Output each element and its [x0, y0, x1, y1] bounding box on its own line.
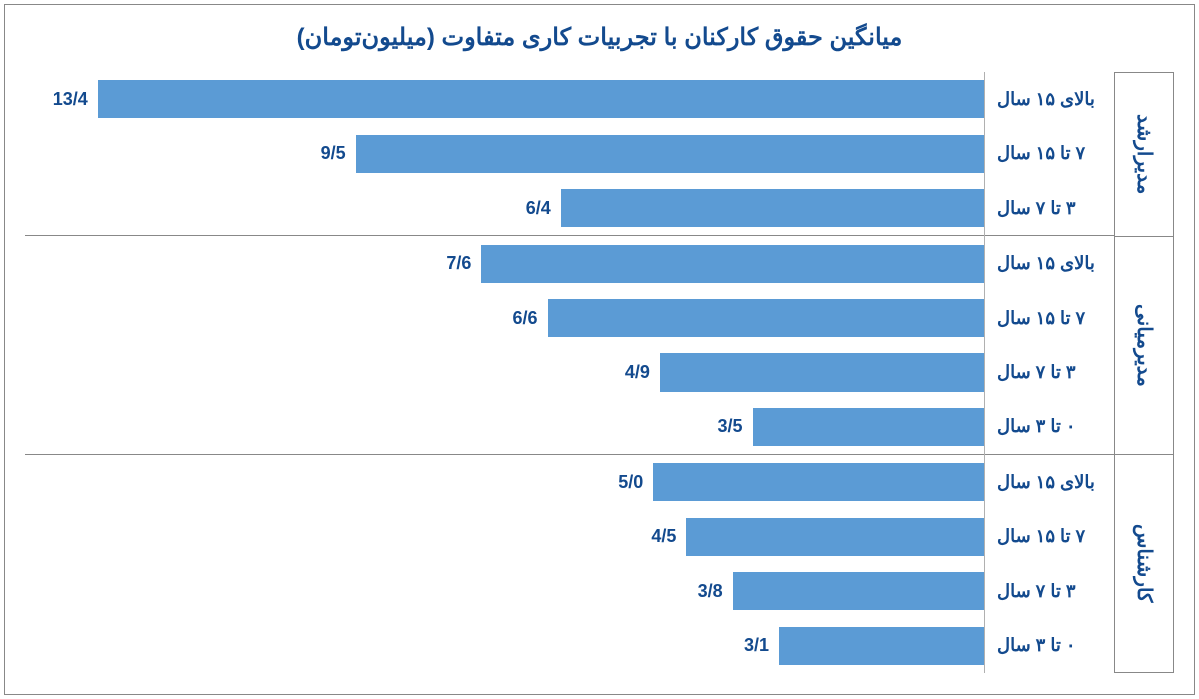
row-label: بالای ۱۵ سال	[985, 454, 1114, 509]
bar	[686, 518, 984, 556]
bar-value: 5/0	[618, 472, 643, 493]
bar	[660, 353, 984, 391]
row-label: ۷ تا ۱۵ سال	[985, 510, 1114, 564]
group-label: مدیرمیانی	[1132, 304, 1156, 387]
row-label: ۳ تا ۷ سال	[985, 345, 1114, 399]
group-label: کارشناس	[1132, 524, 1156, 603]
row-label: بالای ۱۵ سال	[985, 72, 1114, 126]
row-label: ۰ تا ۳ سال	[985, 400, 1114, 454]
chart-container: میانگین حقوق کارکنان با تجربیات کاری متف…	[4, 4, 1195, 695]
bar-row: 5/0	[25, 454, 984, 509]
bar-value: 6/4	[526, 198, 551, 219]
bar	[356, 135, 984, 173]
chart-body: مدیرارشدمدیرمیانیکارشناس بالای ۱۵ سال۷ ت…	[25, 72, 1174, 673]
bar-value: 6/6	[512, 308, 537, 329]
bar-row: 13/4	[25, 72, 984, 126]
group-block: کارشناس	[1114, 454, 1174, 673]
group-block: مدیرارشد	[1114, 72, 1174, 236]
group-label: مدیرارشد	[1132, 114, 1156, 194]
bar-value: 4/9	[625, 362, 650, 383]
bar-row: 6/4	[25, 181, 984, 235]
bar-row: 3/1	[25, 619, 984, 673]
chart-title: میانگین حقوق کارکنان با تجربیات کاری متف…	[25, 23, 1174, 52]
bar-row: 3/8	[25, 564, 984, 618]
bar	[753, 408, 984, 446]
bars-column: 13/4 9/5 6/4 7/6 6/6 4/9 3/5 5/0 4/5 3/8 3/1	[25, 72, 984, 673]
bar-value: 9/5	[321, 143, 346, 164]
bar	[733, 572, 984, 610]
bar-row: 3/5	[25, 400, 984, 454]
row-label: ۰ تا ۳ سال	[985, 619, 1114, 673]
bar	[98, 80, 984, 118]
bar	[548, 299, 985, 337]
row-label: ۳ تا ۷ سال	[985, 181, 1114, 235]
bar-value: 4/5	[651, 526, 676, 547]
bar	[481, 245, 984, 283]
bar	[561, 189, 984, 227]
bar-row: 7/6	[25, 235, 984, 290]
bar-value: 3/1	[744, 635, 769, 656]
bar-row: 9/5	[25, 126, 984, 180]
bar-row: 4/9	[25, 345, 984, 399]
group-labels-column: مدیرارشد مدیرمیانی کارشناس	[1114, 72, 1174, 673]
row-label: ۳ تا ۷ سال	[985, 564, 1114, 618]
bar	[653, 463, 984, 501]
bar-row: 6/6	[25, 291, 984, 345]
group-block: مدیرمیانی	[1114, 236, 1174, 454]
bar	[779, 627, 984, 665]
bar-value: 13/4	[53, 89, 88, 110]
row-label: بالای ۱۵ سال	[985, 235, 1114, 290]
row-label: ۷ تا ۱۵ سال	[985, 126, 1114, 180]
bar-value: 3/5	[718, 416, 743, 437]
row-labels-column: بالای ۱۵ سال۷ تا ۱۵ سال۳ تا ۷ سالبالای ۱…	[984, 72, 1114, 673]
bar-value: 3/8	[698, 581, 723, 602]
bar-value: 7/6	[446, 253, 471, 274]
bar-row: 4/5	[25, 510, 984, 564]
row-label: ۷ تا ۱۵ سال	[985, 291, 1114, 345]
